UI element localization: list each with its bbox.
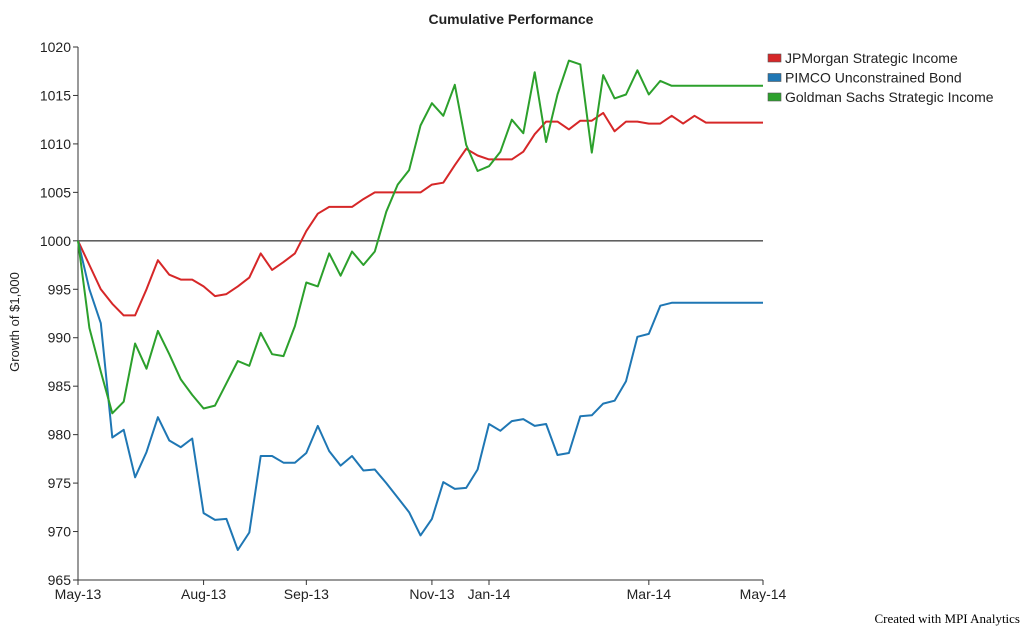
- legend-label-pimco-unconstrained-bond: PIMCO Unconstrained Bond: [785, 70, 962, 86]
- y-tick-label: 975: [48, 475, 72, 491]
- y-tick-label: 970: [48, 524, 72, 540]
- y-tick-label: 985: [48, 378, 72, 394]
- x-tick-label: Jan-14: [468, 586, 511, 602]
- legend-swatch-pimco-unconstrained-bond: [767, 73, 782, 82]
- axes: 965 970 975 980 985 990 995 1000 1005 1010 1015 102…: [40, 39, 787, 602]
- chart-title: Cumulative Performance: [429, 11, 594, 27]
- y-axis-label: Growth of $1,000: [7, 272, 22, 372]
- y-tick-label: 990: [48, 330, 72, 346]
- legend-swatch-goldman-sachs-strategic-income: [767, 92, 782, 102]
- legend-label-jpmorgan-strategic-income: JPMorgan Strategic Income: [785, 50, 958, 66]
- x-tick-label: Mar-14: [627, 586, 672, 602]
- y-tick-label: 1010: [40, 136, 71, 152]
- series-lines: [77, 59, 763, 551]
- x-tick-label: Sep-13: [284, 586, 329, 602]
- x-tick-label: Aug-13: [181, 586, 226, 602]
- x-tick-label: Nov-13: [409, 586, 454, 602]
- x-tick-label: May-14: [740, 586, 787, 602]
- legend-label-goldman-sachs-strategic-income: Goldman Sachs Strategic Income: [785, 89, 994, 105]
- legend: JPMorgan Strategic Income PIMCO Unconstra…: [767, 50, 994, 105]
- y-tick-label: 965: [48, 572, 72, 588]
- legend-swatch-jpmorgan-strategic-income: [767, 53, 782, 63]
- y-tick-label: 1015: [40, 87, 71, 103]
- y-tick-label: 980: [48, 427, 72, 443]
- x-tick-label: May-13: [55, 586, 102, 602]
- y-tick-label: 1005: [40, 184, 71, 200]
- series-line-goldman-sachs-strategic-income: [77, 59, 763, 415]
- y-tick-label: 1000: [40, 233, 71, 249]
- series-line-jpmorgan-strategic-income: [77, 111, 763, 317]
- y-tick-label: 995: [48, 281, 72, 297]
- series-line-pimco-unconstrained-bond: [77, 240, 763, 551]
- credit-text: Created with MPI Analytics: [874, 611, 1020, 626]
- y-tick-label: 1020: [40, 39, 71, 55]
